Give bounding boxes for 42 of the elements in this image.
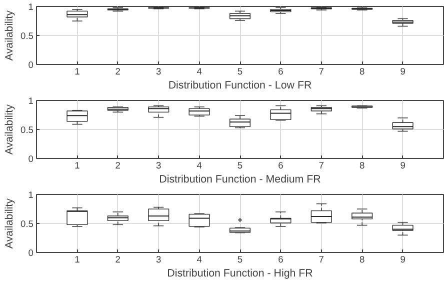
x-tick-label: 2 bbox=[115, 254, 121, 264]
y-tick-label: 0.5 bbox=[20, 31, 34, 41]
y-tick-label: 0 bbox=[28, 154, 34, 164]
y-axis-title: Availability bbox=[4, 198, 16, 249]
x-tick-label: 6 bbox=[278, 254, 284, 264]
x-tick-label: 9 bbox=[400, 66, 406, 76]
x-tick-label: 1 bbox=[74, 254, 80, 264]
x-tick-label: 8 bbox=[360, 254, 365, 264]
x-tick-label: 3 bbox=[156, 66, 162, 76]
x-tick-label: 5 bbox=[237, 160, 243, 170]
x-tick-label: 7 bbox=[318, 254, 324, 264]
x-tick-label: 5 bbox=[237, 66, 243, 76]
x-tick-label: 7 bbox=[318, 66, 324, 76]
x-tick-label: 8 bbox=[360, 160, 365, 170]
x-tick-label: 9 bbox=[400, 160, 406, 170]
y-tick-label: 0.5 bbox=[20, 219, 34, 229]
x-tick-label: 3 bbox=[156, 254, 162, 264]
x-tick-label: 1 bbox=[74, 66, 80, 76]
x-tick-label: 8 bbox=[360, 66, 365, 76]
x-tick-label: 6 bbox=[278, 160, 284, 170]
y-axis-title: Availability bbox=[4, 104, 16, 155]
x-tick-label: 4 bbox=[196, 254, 202, 264]
y-tick-label: 0.5 bbox=[20, 125, 34, 135]
y-tick-label: 0 bbox=[28, 248, 34, 258]
x-tick-label: 4 bbox=[196, 160, 202, 170]
x-tick-label: 2 bbox=[115, 66, 121, 76]
x-tick-label: 1 bbox=[74, 160, 80, 170]
x-tick-label: 7 bbox=[318, 160, 324, 170]
x-tick-label: 6 bbox=[278, 66, 284, 76]
y-tick-label: 0 bbox=[28, 60, 34, 70]
x-tick-label: 3 bbox=[156, 160, 162, 170]
x-axis-title: Distribution Function - Low FR bbox=[168, 80, 312, 92]
y-tick-label: 1 bbox=[28, 96, 34, 106]
x-axis-title: Distribution Function - Medium FR bbox=[159, 174, 322, 186]
x-tick-label: 5 bbox=[237, 254, 243, 264]
x-axis-title: Distribution Function - High FR bbox=[167, 268, 314, 280]
y-tick-label: 1 bbox=[28, 2, 34, 12]
x-tick-label: 2 bbox=[115, 160, 121, 170]
x-tick-label: 9 bbox=[400, 254, 406, 264]
x-tick-label: 4 bbox=[196, 66, 202, 76]
y-tick-label: 1 bbox=[28, 190, 34, 200]
y-axis-title: Availability bbox=[4, 10, 16, 61]
